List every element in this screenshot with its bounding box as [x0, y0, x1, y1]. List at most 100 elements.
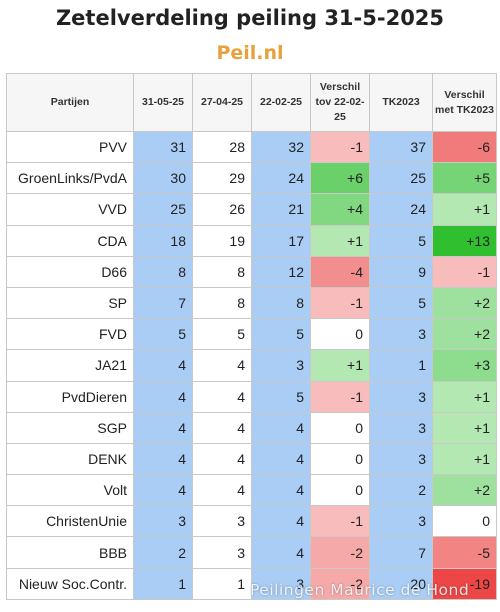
seats-27-04-25-cell: 19: [192, 224, 252, 257]
column-header: Verschil met TK2023: [432, 73, 497, 132]
seats-22-02-25-cell: 24: [251, 162, 311, 195]
seats-tk2023-cell: 1: [369, 349, 433, 382]
seats-31-05-25-cell: 4: [133, 442, 193, 476]
diff-tk2023-cell: +2: [432, 286, 497, 320]
seats-22-02-25-cell: 8: [251, 286, 311, 320]
diff-22-02-25-cell: -1: [310, 505, 370, 538]
seats-27-04-25-cell: 4: [192, 380, 252, 413]
seats-27-04-25-cell: 3: [192, 505, 252, 538]
seats-tk2023-cell: 20: [369, 567, 433, 600]
page-title: Zetelverdeling peiling 31-5-2025: [55, 6, 445, 30]
table-row: SP 7 8 8 -1 5 +2: [6, 286, 497, 320]
seats-tk2023-cell: 3: [369, 442, 433, 476]
party-name-cell: PVV: [6, 130, 134, 164]
seats-tk2023-cell: 25: [369, 162, 433, 195]
source-label: Peil.nl: [216, 42, 284, 64]
header-row: Partijen 31-05-25 27-04-25 22-02-25 Vers…: [6, 73, 497, 132]
party-name-cell: Nieuw Soc.Contr.: [6, 567, 134, 600]
column-header: 22-02-25: [251, 73, 311, 132]
diff-tk2023-cell: +2: [432, 474, 497, 507]
diff-tk2023-cell: +3: [432, 349, 497, 382]
party-name-cell: ChristenUnie: [6, 505, 134, 538]
diff-22-02-25-cell: -2: [310, 567, 370, 600]
seats-27-04-25-cell: 8: [192, 286, 252, 320]
table-row: JA21 4 4 3 +1 1 +3: [6, 349, 497, 382]
seats-22-02-25-cell: 5: [251, 318, 311, 351]
seats-27-04-25-cell: 29: [192, 162, 252, 195]
diff-22-02-25-cell: -4: [310, 255, 370, 288]
seats-31-05-25-cell: 4: [133, 349, 193, 382]
seats-22-02-25-cell: 4: [251, 474, 311, 507]
seats-tk2023-cell: 5: [369, 286, 433, 320]
seats-31-05-25-cell: 31: [133, 130, 193, 164]
table-row: PvdDieren 4 4 5 -1 3 +1: [6, 380, 497, 413]
seats-tk2023-cell: 3: [369, 411, 433, 444]
table-row: PVV 31 28 32 -1 37 -6: [6, 130, 497, 164]
seat-table: Partijen 31-05-25 27-04-25 22-02-25 Vers…: [6, 73, 497, 600]
table-row: Volt 4 4 4 0 2 +2: [6, 474, 497, 507]
table-row: D66 8 8 12 -4 9 -1: [6, 255, 497, 288]
seats-27-04-25-cell: 8: [192, 255, 252, 288]
party-name-cell: FVD: [6, 318, 134, 351]
diff-tk2023-cell: +1: [432, 411, 497, 444]
seats-tk2023-cell: 3: [369, 318, 433, 351]
diff-22-02-25-cell: 0: [310, 474, 370, 507]
seats-27-04-25-cell: 3: [192, 536, 252, 569]
watermark-text: Peilingen Maurice de Hond: [250, 581, 470, 599]
party-name-cell: DENK: [6, 442, 134, 476]
seats-31-05-25-cell: 5: [133, 318, 193, 351]
diff-22-02-25-cell: -2: [310, 536, 370, 569]
seats-tk2023-cell: 37: [369, 130, 433, 164]
diff-tk2023-cell: +1: [432, 442, 497, 476]
seats-31-05-25-cell: 8: [133, 255, 193, 288]
diff-tk2023-cell: 0: [432, 505, 497, 538]
seats-22-02-25-cell: 3: [251, 349, 311, 382]
seats-tk2023-cell: 24: [369, 193, 433, 226]
diff-tk2023-cell: +2: [432, 318, 497, 351]
seats-31-05-25-cell: 3: [133, 505, 193, 538]
column-header: 31-05-25: [133, 73, 193, 132]
party-name-cell: SP: [6, 286, 134, 320]
table-row: Nieuw Soc.Contr. 1 1 3 -2 20 -19: [6, 567, 497, 600]
party-name-cell: BBB: [6, 536, 134, 569]
seats-22-02-25-cell: 4: [251, 536, 311, 569]
table-row: FVD 5 5 5 0 3 +2: [6, 318, 497, 351]
party-name-cell: VVD: [6, 193, 134, 226]
diff-22-02-25-cell: 0: [310, 318, 370, 351]
diff-22-02-25-cell: 0: [310, 442, 370, 476]
party-name-cell: D66: [6, 255, 134, 288]
seats-31-05-25-cell: 2: [133, 536, 193, 569]
seats-22-02-25-cell: 12: [251, 255, 311, 288]
diff-tk2023-cell: -6: [432, 130, 497, 164]
table-row: ChristenUnie 3 3 4 -1 3 0: [6, 505, 497, 538]
seats-22-02-25-cell: 5: [251, 380, 311, 413]
table-row: SGP 4 4 4 0 3 +1: [6, 411, 497, 444]
seats-31-05-25-cell: 1: [133, 567, 193, 600]
party-name-cell: GroenLinks/PvdA: [6, 162, 134, 195]
seats-31-05-25-cell: 4: [133, 380, 193, 413]
column-header: TK2023: [369, 73, 433, 132]
diff-tk2023-cell: +5: [432, 162, 497, 195]
column-header: 27-04-25: [192, 73, 252, 132]
diff-22-02-25-cell: +1: [310, 349, 370, 382]
diff-22-02-25-cell: +6: [310, 162, 370, 195]
table-row: GroenLinks/PvdA 30 29 24 +6 25 +5: [6, 162, 497, 195]
seats-31-05-25-cell: 4: [133, 411, 193, 444]
diff-22-02-25-cell: -1: [310, 286, 370, 320]
seats-tk2023-cell: 7: [369, 536, 433, 569]
seats-31-05-25-cell: 25: [133, 193, 193, 226]
seats-31-05-25-cell: 30: [133, 162, 193, 195]
seats-22-02-25-cell: 4: [251, 442, 311, 476]
party-name-cell: CDA: [6, 224, 134, 257]
seats-27-04-25-cell: 1: [192, 567, 252, 600]
diff-22-02-25-cell: +4: [310, 193, 370, 226]
diff-tk2023-cell: -1: [432, 255, 497, 288]
seats-tk2023-cell: 3: [369, 380, 433, 413]
table-body: PVV 31 28 32 -1 37 -6 GroenLinks/PvdA 30 29 24 +6 25…: [6, 130, 497, 600]
party-name-cell: PvdDieren: [6, 380, 134, 413]
seats-22-02-25-cell: 4: [251, 505, 311, 538]
seats-27-04-25-cell: 4: [192, 411, 252, 444]
diff-tk2023-cell: +1: [432, 193, 497, 226]
seats-27-04-25-cell: 5: [192, 318, 252, 351]
column-header: Partijen: [6, 73, 134, 132]
